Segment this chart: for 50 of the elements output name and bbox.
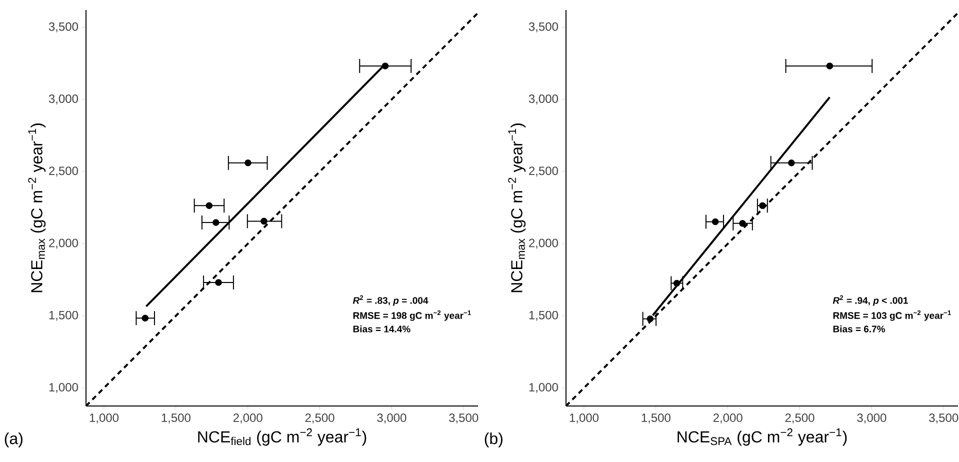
x-tick-label: 3,500: [929, 414, 958, 424]
point: [759, 202, 766, 210]
point: [788, 160, 795, 166]
annotation: R$^{2}$ = .94, p < .001: [832, 295, 908, 306]
x-tick-label: 3,500: [449, 414, 478, 424]
x-tick-label: 1,500: [642, 414, 670, 424]
point: [215, 279, 222, 286]
x-axis-title: NCE$_{field}$ (gC m$^{−2}$ year$^{−1}$): [198, 428, 366, 446]
point: [244, 160, 252, 166]
point: [712, 218, 719, 226]
y-axis-title: NCE$_{max}$ (gC m$^{−2}$ year$^{−1}$): [508, 124, 526, 292]
point: [260, 218, 268, 225]
annotation: Bias = 6.7%: [833, 325, 886, 332]
y-tick-label: 2,500: [529, 166, 558, 177]
x-tick-label: 2,500: [785, 414, 814, 424]
y-tick-label: 3,500: [48, 22, 78, 32]
point: [673, 280, 680, 287]
point: [206, 202, 213, 210]
x-tick-label: 1,000: [570, 414, 599, 424]
x-tick-label: 2,000: [233, 414, 262, 424]
x-tick-label: 2,500: [305, 414, 334, 424]
text: (b): [484, 432, 502, 448]
point: [739, 220, 746, 227]
y-tick-label: 2,500: [49, 166, 78, 177]
point: [142, 314, 149, 322]
annotation: RMSE = 103 gC m$^{−2}$ year$^{−1}$: [833, 310, 951, 321]
point: [212, 219, 220, 226]
y-tick-label: 1,500: [529, 310, 558, 321]
point: [826, 62, 834, 70]
point: [382, 62, 389, 70]
y-tick-label: 3,000: [48, 94, 78, 104]
y-tick-label: 2,000: [529, 238, 558, 249]
x-tick-label: 3,000: [377, 414, 406, 424]
text: (a): [4, 432, 22, 448]
y-tick-label: 1,000: [529, 383, 558, 393]
y-tick-label: 1,500: [49, 310, 78, 321]
y-axis-title: NCE$_{max}$ (gC m$^{−2}$ year$^{−1}$): [28, 124, 46, 292]
annotation: R$^{2}$ = .83, p = .004: [352, 295, 428, 306]
y-tick-label: 3,000: [528, 94, 558, 104]
x-tick-label: 2,000: [713, 414, 742, 424]
annotation: Bias = 14.4%: [353, 325, 410, 332]
x-tick-label: 3,000: [857, 414, 886, 424]
x-tick-label: 1,500: [162, 414, 190, 424]
y-tick-label: 1,000: [49, 383, 78, 393]
point: [646, 315, 654, 322]
x-axis-title: NCE$_{SPA}$ (gC m$^{−2}$ year$^{−1}$): [678, 428, 847, 446]
annotation: RMSE = 198 gC m$^{−2}$ year$^{−1}$: [353, 310, 471, 321]
y-tick-label: 3,500: [528, 22, 558, 32]
y-tick-label: 2,000: [49, 238, 78, 249]
x-tick-label: 1,000: [90, 414, 119, 424]
